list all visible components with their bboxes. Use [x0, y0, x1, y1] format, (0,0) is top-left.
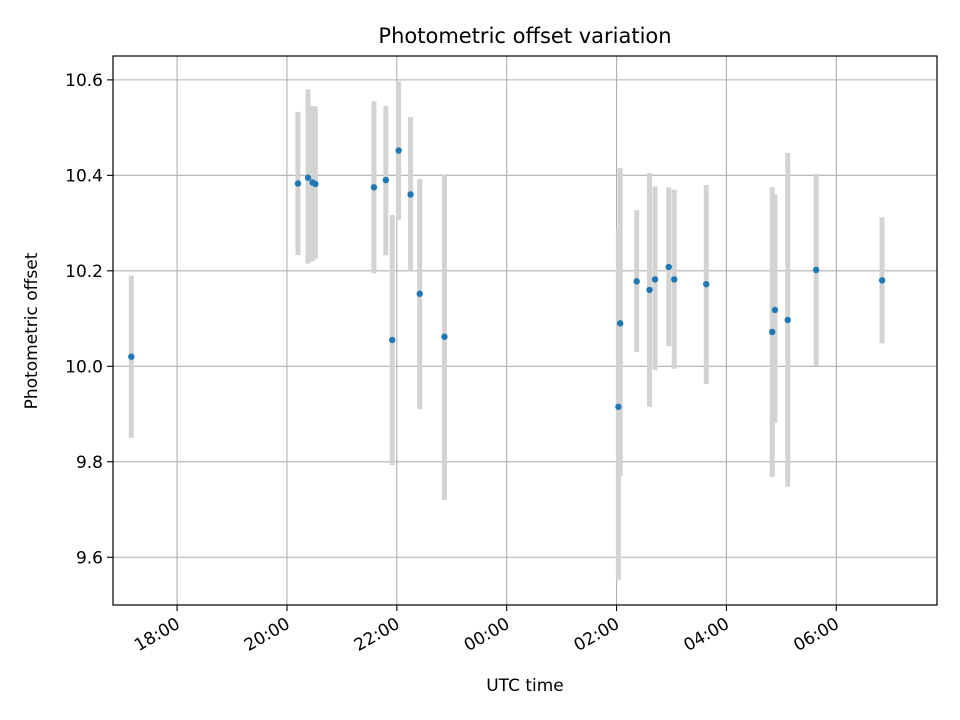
- y-tick-label: 10.0: [65, 357, 103, 377]
- data-point: [784, 316, 791, 324]
- data-point: [671, 276, 678, 283]
- y-tick-label: 10.2: [65, 262, 103, 282]
- data-points: [128, 147, 886, 411]
- data-point: [441, 333, 448, 340]
- y-axis-title: Photometric offset: [22, 252, 42, 409]
- y-tick-label: 9.6: [76, 548, 103, 568]
- data-point: [812, 266, 820, 274]
- data-point: [294, 180, 302, 187]
- data-point: [771, 306, 779, 314]
- data-point: [703, 280, 710, 288]
- plot-area-frame: [112, 55, 938, 606]
- data-point: [633, 278, 640, 285]
- data-point: [389, 336, 396, 344]
- data-point: [878, 277, 886, 284]
- data-point: [665, 263, 672, 271]
- data-point: [617, 320, 624, 327]
- y-tick-label: 10.6: [65, 71, 103, 91]
- data-point: [646, 286, 653, 294]
- chart-title: Photometric offset variation: [378, 24, 671, 48]
- data-point: [615, 403, 622, 411]
- data-point: [304, 174, 312, 181]
- y-tick-label: 10.4: [65, 166, 103, 186]
- y-tick-label: 9.8: [76, 453, 103, 473]
- y-axis-ticks: 9.6 9.8 10.0 10.2 10.4 10.6: [65, 71, 113, 568]
- data-point: [416, 290, 423, 297]
- data-point: [370, 184, 378, 191]
- data-point: [651, 276, 659, 283]
- data-point: [382, 176, 390, 184]
- data-point: [128, 353, 135, 360]
- data-point: [395, 147, 402, 154]
- data-point: [407, 191, 414, 198]
- data-point: [769, 328, 776, 336]
- data-point: [312, 180, 319, 188]
- x-axis-title: UTC time: [486, 676, 564, 696]
